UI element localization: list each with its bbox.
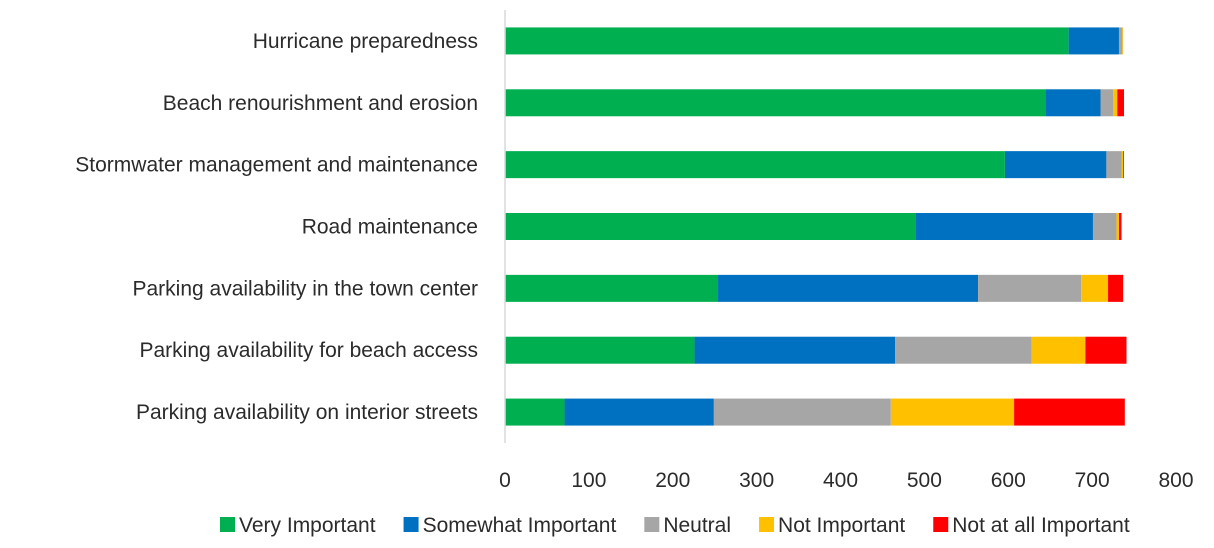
bar-segment [718, 274, 979, 302]
bar-segment [694, 336, 896, 364]
bar-segment [505, 274, 719, 302]
legend-label: Very Important [239, 514, 376, 537]
bar-segment [1121, 151, 1124, 179]
bar-segment [1068, 27, 1119, 55]
category-label: Parking availability on interior streets [136, 401, 478, 424]
bar-segment [978, 274, 1082, 302]
bar-segment [1004, 151, 1107, 179]
bar-segment [505, 27, 1069, 55]
x-tick-label: 300 [739, 469, 774, 492]
bar-segment [1118, 213, 1122, 240]
bar-segment [564, 398, 714, 426]
category-label: Stormwater management and maintenance [75, 154, 478, 177]
x-tick-label: 0 [499, 469, 511, 492]
category-label: Hurricane preparedness [253, 30, 478, 53]
x-tick-label: 400 [823, 469, 858, 492]
bars-group [505, 27, 1127, 426]
category-label: Road maintenance [302, 216, 478, 239]
bar-segment [895, 336, 1032, 364]
x-tick-labels: 0 100 200 300 400 500 600 700 800 [499, 469, 1193, 492]
legend-swatch [220, 517, 235, 532]
legend-label: Neutral [663, 514, 731, 537]
bar-segment [1014, 398, 1125, 426]
x-tick-label: 100 [571, 469, 606, 492]
bar-segment [1085, 336, 1127, 364]
x-tick-label: 600 [991, 469, 1026, 492]
bar-segment [505, 398, 565, 426]
bar-segment [1031, 336, 1086, 364]
bar-segment [505, 336, 695, 364]
bar-segment [1118, 27, 1123, 55]
bar-segment [713, 398, 891, 426]
legend-swatch [933, 517, 949, 532]
bar-segment [1045, 89, 1101, 117]
legend-label: Not at all Important [952, 514, 1130, 537]
x-tick-label: 700 [1075, 469, 1110, 492]
x-tick-label: 200 [655, 469, 690, 492]
bar-segment [1117, 89, 1124, 117]
legend-swatch [403, 517, 419, 532]
bar-segment [505, 213, 916, 240]
bar-segment [505, 89, 1046, 117]
bar-segment [1100, 89, 1114, 117]
bar-segment [1122, 27, 1124, 55]
category-labels: Hurricane preparedness Beach renourishmen… [75, 30, 478, 424]
legend-label: Somewhat Important [423, 514, 617, 537]
bar-segment [1116, 213, 1119, 240]
bar-segment [505, 151, 1005, 179]
bar-segment [1113, 89, 1118, 117]
bar-segment [1092, 213, 1117, 240]
category-label: Parking availability for beach access [139, 339, 478, 362]
bar-segment [1106, 151, 1122, 179]
bar-segment [915, 213, 1093, 240]
x-tick-label: 500 [907, 469, 942, 492]
category-label: Parking availability in the town center [132, 277, 478, 300]
category-label: Beach renourishment and erosion [163, 92, 478, 115]
bar-segment [1081, 274, 1109, 302]
bar-segment [890, 398, 1015, 426]
x-tick-label: 800 [1158, 469, 1193, 492]
legend-swatch [759, 517, 775, 532]
legend-swatch [644, 517, 660, 532]
bar-segment [1108, 274, 1124, 302]
legend-label: Not Important [778, 514, 905, 537]
legend: Very Important Somewhat Important Neutral N… [220, 514, 1130, 537]
bar-segment [1123, 151, 1124, 179]
